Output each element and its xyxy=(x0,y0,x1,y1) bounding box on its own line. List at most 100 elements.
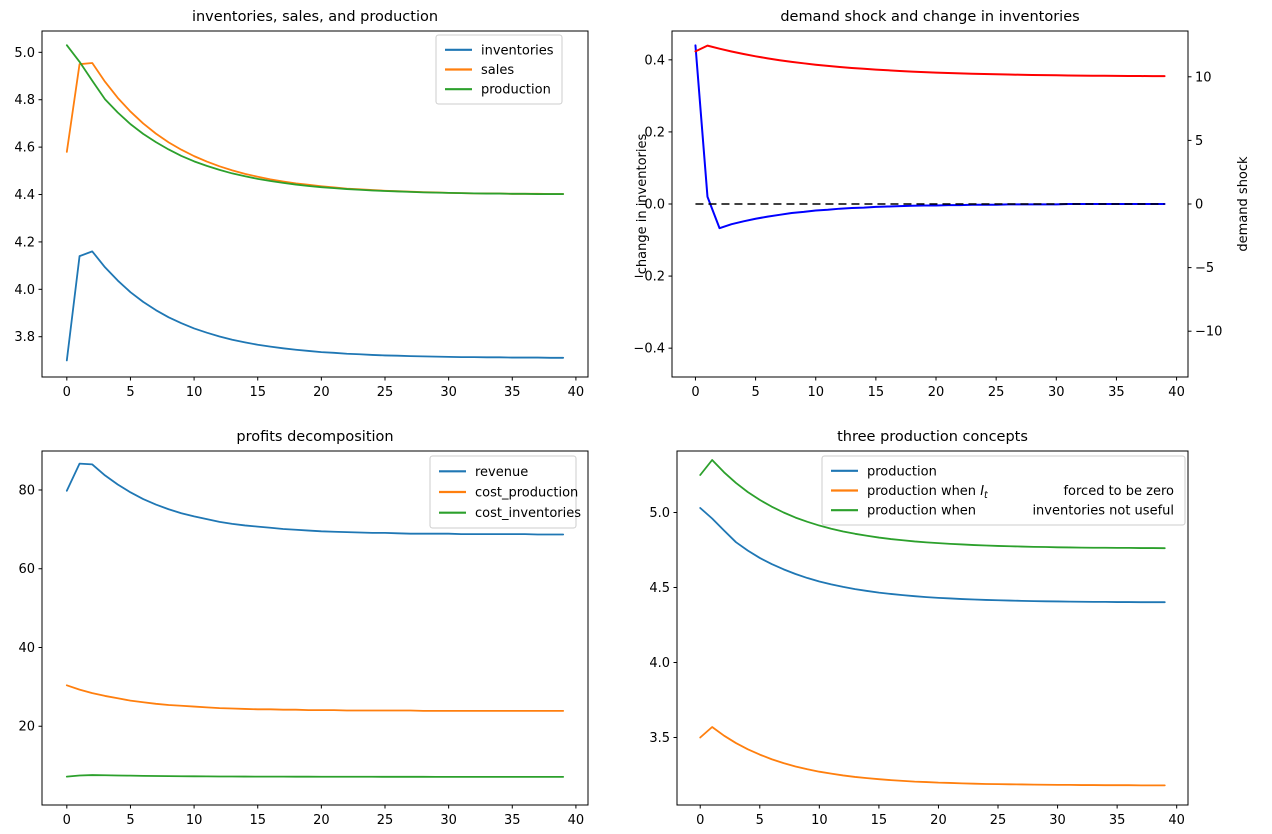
legend-item-label: sales xyxy=(481,63,514,78)
series-production-when-i-t-forced-to-be-zero xyxy=(699,726,1166,787)
legend: revenue cost_production cost_inventories xyxy=(429,455,581,529)
legend-item-label: production xyxy=(867,464,937,479)
series-production xyxy=(699,507,1166,604)
series-cost-production xyxy=(65,684,565,712)
math-symbol: I xyxy=(980,484,984,499)
x-tick-label: 25 xyxy=(988,385,1005,400)
x-tick-label: 0 xyxy=(63,385,71,400)
x-tick-label: 20 xyxy=(313,813,330,828)
x-tick-label: 30 xyxy=(1048,385,1065,400)
x-tick-label: 15 xyxy=(249,813,266,828)
x-tick-label: 35 xyxy=(504,813,521,828)
x-tick-label: 10 xyxy=(186,813,203,828)
x-tick-label: 35 xyxy=(1108,385,1125,400)
legend-label-pre: production when xyxy=(867,504,976,519)
x-tick-label: 40 xyxy=(1168,813,1185,828)
x-tick-label: 5 xyxy=(751,385,759,400)
y-tick-label: 3.8 xyxy=(14,330,35,345)
x-tick-label: 0 xyxy=(691,385,699,400)
legend-item-label: production when xyxy=(867,504,976,519)
x-tick-label: 35 xyxy=(1109,813,1126,828)
series-demand-shock xyxy=(694,44,1166,78)
y-tick-label: −0.2 xyxy=(633,270,665,285)
x-tick-label: 25 xyxy=(377,813,394,828)
legend-item-label: production xyxy=(481,83,551,98)
x-tick-label: 25 xyxy=(990,813,1007,828)
right-y-tick-label: −5 xyxy=(1195,261,1214,276)
subplot-inventories-sales-production: 0 5 10 15 20 25 30 35 40 3.8 4.0 4.2 4.4 4.6 4.8 5.0 inv… xyxy=(14,9,589,400)
y-tick-label: 80 xyxy=(18,483,35,498)
chart-title: three production concepts xyxy=(837,429,1028,445)
x-tick-label: 15 xyxy=(249,385,266,400)
y-tick-label: 0.0 xyxy=(644,198,665,213)
chart-title: inventories, sales, and production xyxy=(192,9,438,25)
right-y-tick-label: 10 xyxy=(1195,70,1212,85)
subplot-profits-decomposition: 0 5 10 15 20 25 30 35 40 20 40 60 80 profits decompos… xyxy=(18,429,589,828)
x-tick-label: 5 xyxy=(126,385,134,400)
y-tick-label: 5.0 xyxy=(14,46,35,61)
x-tick-label: 15 xyxy=(871,813,888,828)
legend-item-label-end: inventories not useful xyxy=(1032,504,1174,519)
x-tick-label: 30 xyxy=(440,385,457,400)
x-tick-label: 5 xyxy=(126,813,134,828)
x-tick-label: 0 xyxy=(63,813,71,828)
legend-item-label: cost_inventories xyxy=(475,506,581,521)
y-tick-label: 4.4 xyxy=(14,188,35,203)
series-inventories xyxy=(65,250,565,362)
axes-spines xyxy=(41,450,589,806)
x-tick-label: 40 xyxy=(1168,385,1185,400)
chart-title: profits decomposition xyxy=(236,429,393,445)
legend-item-label: cost_production xyxy=(475,486,578,501)
right-y-axis-label: demand shock xyxy=(1236,156,1251,252)
legend-frame xyxy=(821,455,1186,526)
y-tick-label: 4.5 xyxy=(649,581,670,596)
x-tick-label: 30 xyxy=(440,813,457,828)
y-tick-label: 60 xyxy=(18,562,35,577)
legend-frame xyxy=(435,34,563,105)
subplot-three-production-concepts: 0 5 10 15 20 25 30 35 40 3.5 4.0 4.5 5.0 three produc… xyxy=(649,429,1189,828)
x-tick-label: 30 xyxy=(1049,813,1066,828)
y-tick-label: 4.8 xyxy=(14,93,35,108)
x-tick-label: 10 xyxy=(807,385,824,400)
axes-spines xyxy=(676,450,1189,806)
x-tick-label: 10 xyxy=(811,813,828,828)
y-tick-label: 3.5 xyxy=(649,731,670,746)
legend-item-label: production when It xyxy=(867,484,989,501)
y-tick-label: 4.6 xyxy=(14,141,35,156)
y-tick-label: 5.0 xyxy=(649,506,670,521)
x-tick-label: 25 xyxy=(377,385,394,400)
series-production xyxy=(65,44,565,195)
series-revenue xyxy=(65,462,565,536)
right-y-tick-label: 5 xyxy=(1195,134,1203,149)
y-axis-label: change in inventories xyxy=(635,134,650,275)
legend-item-label: revenue xyxy=(475,465,528,480)
y-tick-label: 40 xyxy=(18,641,35,656)
y-tick-label: 4.0 xyxy=(14,283,35,298)
axes-spines xyxy=(41,30,589,378)
x-tick-label: 15 xyxy=(868,385,885,400)
x-tick-label: 20 xyxy=(930,813,947,828)
chart-title: demand shock and change in inventories xyxy=(780,9,1079,25)
legend-label-pre: production when xyxy=(867,484,980,499)
y-tick-label: 4.2 xyxy=(14,235,35,250)
right-y-tick-label: −10 xyxy=(1195,325,1222,340)
y-tick-label: 0.4 xyxy=(644,53,665,68)
x-tick-label: 20 xyxy=(313,385,330,400)
legend: production production when It forced to be… xyxy=(821,455,1186,526)
legend-frame xyxy=(429,455,577,529)
y-tick-label: 20 xyxy=(18,720,35,735)
math-subscript: t xyxy=(984,490,989,501)
x-tick-label: 35 xyxy=(504,385,521,400)
legend-item-label-end: forced to be zero xyxy=(1063,484,1174,499)
y-tick-label: 4.0 xyxy=(649,656,670,671)
series-cost-inventories xyxy=(65,774,565,778)
x-tick-label: 0 xyxy=(696,813,704,828)
legend-item-label: inventories xyxy=(481,43,554,58)
x-tick-label: 40 xyxy=(568,385,585,400)
x-tick-label: 40 xyxy=(568,813,585,828)
x-tick-label: 20 xyxy=(928,385,945,400)
x-tick-label: 10 xyxy=(186,385,203,400)
y-tick-label: −0.4 xyxy=(633,342,665,357)
